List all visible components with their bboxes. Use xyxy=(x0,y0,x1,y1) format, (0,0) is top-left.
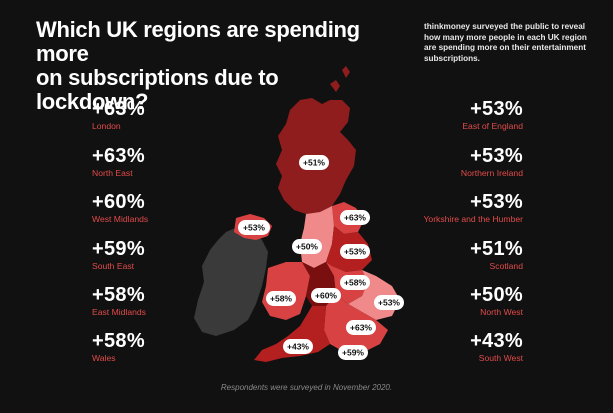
stat-label: Northern Ireland xyxy=(460,168,523,178)
stat-label: North East xyxy=(92,168,133,178)
stat-label: Wales xyxy=(92,353,116,363)
stat-value: +50% xyxy=(470,284,523,306)
map-label-east-of-england: +53% xyxy=(378,298,400,308)
map-bubble-south-west: +43% xyxy=(283,339,313,354)
stat-south-west: +43% South West xyxy=(470,330,523,364)
stat-value: +58% xyxy=(92,330,145,352)
map-label-london: +63% xyxy=(350,323,372,333)
title-line-1: Which UK regions are spending more xyxy=(36,17,360,66)
map-label-north-east: +63% xyxy=(344,213,366,223)
map-bubble-wales: +58% xyxy=(266,291,296,306)
stat-value: +53% xyxy=(470,98,523,120)
stat-value: +53% xyxy=(470,191,523,213)
stat-value: +58% xyxy=(92,284,145,306)
map-bubble-north-east: +63% xyxy=(340,210,370,225)
map-label-northern-ireland: +53% xyxy=(243,223,265,233)
intro-text: thinkmoney surveyed the public to reveal… xyxy=(424,22,587,63)
stat-value: +43% xyxy=(470,330,523,352)
map-bubble-south-east: +59% xyxy=(338,345,368,360)
stat-wales: +58% Wales xyxy=(92,330,145,364)
stat-label: North West xyxy=(480,307,523,317)
stat-west-midlands: +60% West Midlands xyxy=(92,191,148,225)
stat-london: +63% London xyxy=(92,98,145,132)
map-label-yorkshire: +53% xyxy=(344,247,366,257)
stat-label: South East xyxy=(92,261,135,271)
map-bubble-north-west: +50% xyxy=(292,239,322,254)
map-label-scotland: +51% xyxy=(303,158,325,168)
stat-value: +59% xyxy=(92,238,145,260)
map-label-wales: +58% xyxy=(270,294,292,304)
ireland-shape xyxy=(194,226,268,336)
stat-value: +60% xyxy=(92,191,145,213)
stat-south-east: +59% South East xyxy=(92,238,145,272)
stat-value: +51% xyxy=(470,238,523,260)
footnote: Respondents were surveyed in November 20… xyxy=(220,383,393,392)
stat-value: +63% xyxy=(92,98,145,120)
stat-east-of-england: +53% East of England xyxy=(462,98,523,132)
stat-north-west: +50% North West xyxy=(470,284,523,318)
stat-label: West Midlands xyxy=(92,214,149,224)
stat-scotland: +51% Scotland xyxy=(470,238,523,272)
stat-label: Scotland xyxy=(489,261,523,271)
map-bubble-east-of-england: +53% xyxy=(374,295,404,310)
map-bubble-scotland: +51% xyxy=(299,155,329,170)
stat-label: Yorkshire and the Humber xyxy=(423,214,523,224)
map-bubble-west-midlands: +60% xyxy=(311,288,341,303)
stat-label: East of England xyxy=(462,121,523,131)
stat-label: London xyxy=(92,121,121,131)
scotland-islands xyxy=(330,66,350,92)
title-line-2: on subscriptions due to lockdown? xyxy=(36,65,279,114)
map-bubble-northern-ireland: +53% xyxy=(238,220,270,235)
map-bubble-yorkshire: +53% xyxy=(340,244,370,259)
map-label-east-midlands: +58% xyxy=(344,278,366,288)
stat-label: South West xyxy=(478,353,523,363)
stat-yorkshire: +53% Yorkshire and the Humber xyxy=(423,191,523,225)
map-bubble-london: +63% xyxy=(346,320,376,335)
map-label-south-east: +59% xyxy=(342,348,364,358)
stat-label: East Midlands xyxy=(92,307,146,317)
stat-northern-ireland: +53% Northern Ireland xyxy=(461,145,523,179)
stat-value: +53% xyxy=(470,145,523,167)
page-title: Which UK regions are spending more on su… xyxy=(36,18,396,114)
map-label-south-west: +43% xyxy=(287,342,309,352)
map-label-north-west: +50% xyxy=(296,242,318,252)
map-bubble-east-midlands: +58% xyxy=(340,275,370,290)
stat-value: +63% xyxy=(92,145,145,167)
stat-north-east: +63% North East xyxy=(92,145,145,179)
map-label-west-midlands: +60% xyxy=(315,291,337,301)
stat-east-midlands: +58% East Midlands xyxy=(92,284,146,318)
